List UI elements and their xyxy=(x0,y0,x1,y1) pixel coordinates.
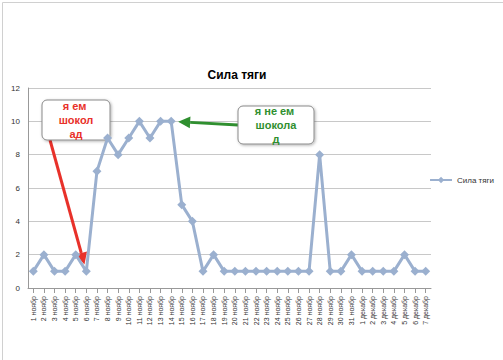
svg-text:3 ноябр: 3 ноябр xyxy=(51,296,59,321)
svg-text:10 ноябр: 10 ноябр xyxy=(125,296,133,325)
svg-text:11 ноябр: 11 ноябр xyxy=(136,296,144,325)
svg-text:17 ноябр: 17 ноябр xyxy=(199,296,207,325)
svg-text:шокола: шокола xyxy=(256,119,298,131)
svg-text:31 ноябр: 31 ноябр xyxy=(348,296,356,325)
svg-text:16 ноябр: 16 ноябр xyxy=(189,296,197,325)
svg-text:24 ноябр: 24 ноябр xyxy=(274,296,282,325)
svg-text:Сила тяги: Сила тяги xyxy=(208,68,267,82)
svg-text:5 декабр: 5 декабр xyxy=(401,296,409,325)
svg-text:30 ноябр: 30 ноябр xyxy=(337,296,345,325)
svg-text:8 ноябр: 8 ноябр xyxy=(104,296,112,321)
svg-text:15 ноябр: 15 ноябр xyxy=(178,296,186,325)
svg-text:я не ем: я не ем xyxy=(255,105,297,117)
svg-text:26 ноябр: 26 ноябр xyxy=(295,296,303,325)
svg-text:13 ноябр: 13 ноябр xyxy=(157,296,165,325)
svg-text:7 ноябр: 7 ноябр xyxy=(93,296,101,321)
svg-text:18 ноябр: 18 ноябр xyxy=(210,296,218,325)
svg-text:2 декабр: 2 декабр xyxy=(369,296,377,325)
svg-text:25 ноябр: 25 ноябр xyxy=(284,296,292,325)
svg-text:5 ноябр: 5 ноябр xyxy=(72,296,80,321)
svg-text:4 ноябр: 4 ноябр xyxy=(62,296,70,321)
svg-text:8: 8 xyxy=(16,150,21,159)
svg-text:4: 4 xyxy=(16,217,21,226)
svg-text:шокол: шокол xyxy=(59,114,94,126)
svg-text:2: 2 xyxy=(16,250,21,259)
svg-text:21 ноябр: 21 ноябр xyxy=(242,296,250,325)
svg-text:Сила тяги: Сила тяги xyxy=(457,176,494,185)
svg-text:29 ноябр: 29 ноябр xyxy=(327,296,335,325)
svg-text:я ем: я ем xyxy=(63,100,90,112)
svg-text:1 ноябр: 1 ноябр xyxy=(30,296,38,321)
svg-text:23 ноябр: 23 ноябр xyxy=(263,296,271,325)
svg-text:д: д xyxy=(273,133,280,145)
svg-text:6 ноябр: 6 ноябр xyxy=(83,296,91,321)
svg-text:28 ноябр: 28 ноябр xyxy=(316,296,324,325)
svg-text:6: 6 xyxy=(16,184,21,193)
svg-text:10: 10 xyxy=(11,117,20,126)
svg-text:7 декабр: 7 декабр xyxy=(422,296,430,325)
svg-text:22 ноябр: 22 ноябр xyxy=(253,296,261,325)
svg-text:6 декабр: 6 декабр xyxy=(412,296,420,325)
svg-text:1 декабр: 1 декабр xyxy=(359,296,367,325)
svg-text:12: 12 xyxy=(11,84,20,93)
svg-text:19 ноябр: 19 ноябр xyxy=(221,296,229,325)
svg-text:27 ноябр: 27 ноябр xyxy=(306,296,314,325)
svg-text:4 декабр: 4 декабр xyxy=(390,296,398,325)
svg-text:2 ноябр: 2 ноябр xyxy=(40,296,48,321)
svg-text:ад: ад xyxy=(69,128,82,140)
svg-text:0: 0 xyxy=(16,284,21,293)
svg-text:12 ноябр: 12 ноябр xyxy=(146,296,154,325)
svg-text:3 декабр: 3 декабр xyxy=(380,296,388,325)
svg-text:14 ноябр: 14 ноябр xyxy=(168,296,176,325)
svg-text:20 ноябр: 20 ноябр xyxy=(231,296,239,325)
svg-text:9 ноябр: 9 ноябр xyxy=(115,296,123,321)
